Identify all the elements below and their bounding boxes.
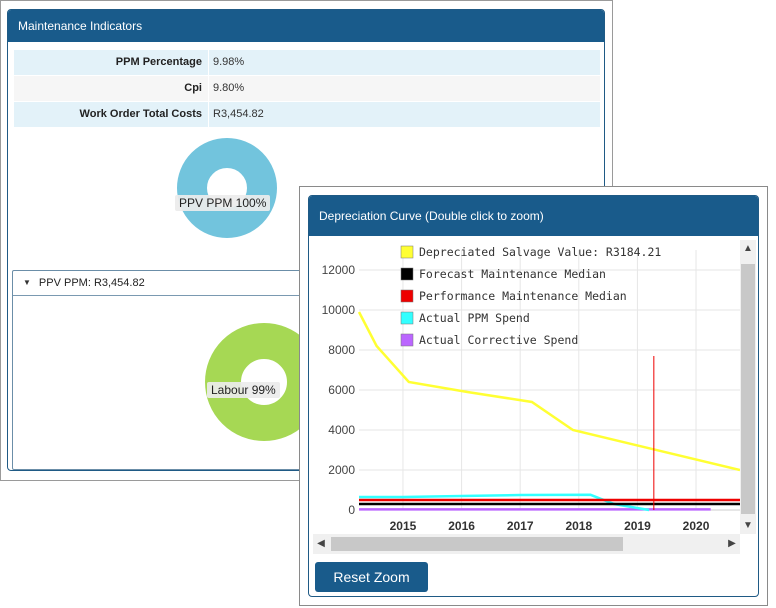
y-tick-label: 2000 [328,463,355,477]
indicators-table: PPM Percentage 9.98% Cpi 9.80% Work Orde… [14,50,600,128]
labour-donut-label: Labour 99% [207,382,280,398]
ppm-percentage-value: 9.98% [208,50,600,75]
legend-swatch [400,245,414,259]
ppv-ppm-donut-chart[interactable] [177,138,277,238]
depreciation-chart[interactable]: 12000 10000 8000 6000 4000 2000 0 2015 2016 2017… [313,240,740,534]
scroll-right-icon[interactable]: ▶ [728,538,736,549]
legend-swatch [400,311,414,325]
horizontal-scrollbar[interactable]: ◀ ▶ [313,534,740,554]
legend-swatch [400,267,414,281]
legend-item: Forecast Maintenance Median [419,267,606,281]
x-axis: 2015 2016 2017 2018 2019 2020 [390,519,710,533]
work-order-total-costs-label: Work Order Total Costs [79,108,202,120]
cpi-value: 9.80% [208,76,600,101]
depreciation-curve-title: Depreciation Curve (Double click to zoom… [309,196,758,236]
chart-legend: Depreciated Salvage Value: R3184.21 Forec… [400,245,661,347]
maintenance-indicators-title: Maintenance Indicators [8,10,604,42]
ppv-ppm-donut-label: PPV PPM 100% [175,195,271,211]
depreciation-window: Depreciation Curve (Double click to zoom… [299,186,768,606]
y-tick-label: 8000 [328,343,355,357]
legend-item: Depreciated Salvage Value: R3184.21 [419,245,661,259]
y-tick-label: 10000 [322,303,356,317]
scroll-down-icon[interactable]: ▼ [743,520,753,531]
x-tick-label: 2015 [390,519,417,533]
table-row: Work Order Total Costs R3,454.82 [14,102,600,128]
table-row: PPM Percentage 9.98% [14,50,600,76]
y-tick-label: 4000 [328,423,355,437]
legend-item: Performance Maintenance Median [419,289,627,303]
chart-series [357,311,740,512]
scroll-up-icon[interactable]: ▲ [743,243,753,254]
reset-zoom-button[interactable]: Reset Zoom [315,562,428,592]
table-row: Cpi 9.80% [14,76,600,102]
y-tick-label: 6000 [328,383,355,397]
series-line [357,311,740,472]
x-tick-label: 2020 [683,519,710,533]
x-tick-label: 2018 [565,519,592,533]
depreciation-chart-area[interactable]: 12000 10000 8000 6000 4000 2000 0 2015 2016 2017… [313,240,756,554]
y-tick-label: 12000 [322,263,356,277]
x-tick-label: 2019 [624,519,651,533]
ppm-percentage-label: PPM Percentage [115,56,202,68]
legend-item: Actual Corrective Spend [419,333,578,347]
work-order-total-costs-value: R3,454.82 [208,102,600,127]
legend-item: Actual PPM Spend [419,311,530,325]
x-tick-label: 2016 [448,519,475,533]
horizontal-scrollbar-thumb[interactable] [331,537,623,551]
y-tick-label: 0 [348,503,355,517]
x-tick-label: 2017 [507,519,534,533]
vertical-scrollbar[interactable]: ▲ ▼ [740,240,756,534]
cpi-label: Cpi [184,82,202,94]
y-axis: 12000 10000 8000 6000 4000 2000 0 [322,263,356,517]
scroll-left-icon[interactable]: ◀ [317,538,325,549]
ppv-ppm-sub-panel-title: PPV PPM: R3,454.82 [38,277,145,289]
ppv-ppm-donut-ring[interactable] [177,138,277,238]
depreciation-curve-panel: Depreciation Curve (Double click to zoom… [308,195,759,597]
vertical-scrollbar-thumb[interactable] [741,264,755,514]
legend-swatch [400,333,414,347]
collapse-caret-icon[interactable]: ▼ [23,278,31,287]
legend-swatch [400,289,414,303]
